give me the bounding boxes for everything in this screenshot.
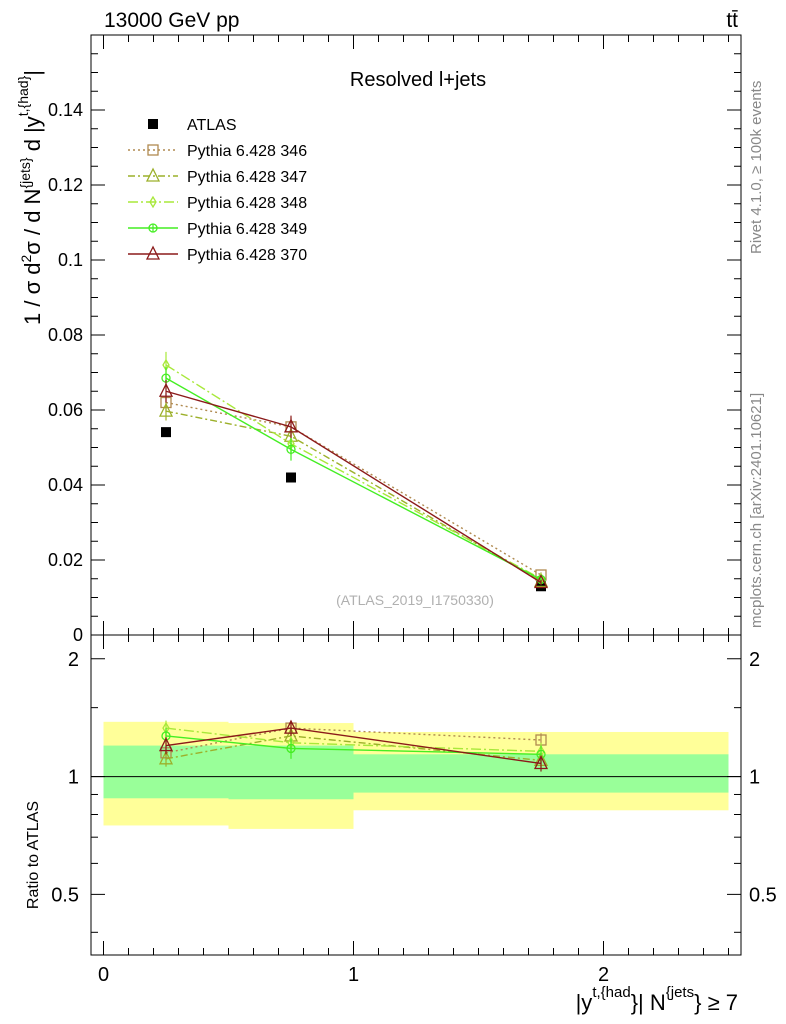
y-tick-label: 0.06 xyxy=(48,400,83,420)
ratio-y-tick-label: 0.5 xyxy=(51,884,79,906)
x-tick-label: 0 xyxy=(98,964,109,986)
ratio-series-p370 xyxy=(158,719,549,772)
ratio-plot-axes: 0.5 0.5 1 1 2 2 0 1 2 xyxy=(51,635,777,986)
legend-label: Pythia 6.428 348 xyxy=(187,195,307,212)
legend-item-p349: Pythia 6.428 349 xyxy=(128,221,307,238)
ratio-point-p370 xyxy=(533,755,549,770)
legend-item-atlas: ATLAS xyxy=(148,117,237,134)
svg-text:|yt,{had}| N{jets} ≥ 7: |yt,{had}| N{jets} ≥ 7 xyxy=(576,984,738,1015)
ratio-line-p348 xyxy=(165,727,542,753)
main-point-atlas xyxy=(286,472,296,483)
ratio-y-tick-label-right: 0.5 xyxy=(749,884,777,906)
legend-label: Pythia 6.428 370 xyxy=(187,247,307,264)
ratio-plot-frame xyxy=(90,634,742,956)
x-tick-label: 2 xyxy=(598,964,609,986)
header-energy-label: 13000 GeV pp xyxy=(104,9,239,32)
main-line-p346 xyxy=(165,401,542,576)
main-line-p347 xyxy=(165,410,542,582)
legend-item-p346: Pythia 6.428 346 xyxy=(128,143,307,160)
main-point-p370 xyxy=(158,382,174,397)
ratio-plot-y-axis-label: Ratio to ATLAS xyxy=(25,801,42,909)
y-tick-label: 0.08 xyxy=(48,325,83,345)
legend-label: Pythia 6.428 346 xyxy=(187,143,307,160)
main-point-p349 xyxy=(286,444,296,455)
ratio-y-tick-label-right: 2 xyxy=(749,649,760,671)
legend-marker xyxy=(149,195,157,209)
y-tick-label: 0.14 xyxy=(48,100,83,120)
main-point-p370 xyxy=(533,574,549,589)
main-series-p370 xyxy=(158,380,549,589)
x-axis-label: |yt,{had}| N{jets} ≥ 7 xyxy=(576,984,738,1015)
main-plot-title: Resolved l+jets xyxy=(350,69,486,91)
legend-marker xyxy=(145,245,161,260)
svg-text:1 / σ d2σ / d N{jets} d |yt,{h: 1 / σ d2σ / d N{jets} d |yt,{had}| xyxy=(15,70,45,325)
legend: ATLAS Pythia 6.428 346 Pythia 6.428 347 Pyt… xyxy=(128,117,307,264)
ratio-y-tick-label-right: 1 xyxy=(749,767,760,789)
y-tick-label: 0.1 xyxy=(58,250,83,270)
legend-marker xyxy=(147,144,159,156)
y-tick-label: 0.04 xyxy=(48,475,83,495)
main-point-p347 xyxy=(158,402,174,417)
ratio-point-p370 xyxy=(283,719,299,734)
ratio-y-tick-label: 2 xyxy=(68,649,79,671)
y-tick-label: 0 xyxy=(73,625,83,645)
header-process-label: tt̄ xyxy=(726,9,738,32)
mcplots-label: mcplots.cern.ch [arXiv:2401.10621] xyxy=(748,393,765,628)
main-series-atlas xyxy=(161,427,546,592)
ratio-point-p347 xyxy=(158,750,174,765)
legend-label: ATLAS xyxy=(187,117,237,134)
legend-item-p347: Pythia 6.428 347 xyxy=(128,167,307,186)
ratio-y-tick-label: 1 xyxy=(68,767,79,789)
main-point-p370 xyxy=(283,418,299,433)
ratio-point-p370 xyxy=(158,737,174,752)
legend-label: Pythia 6.428 349 xyxy=(187,221,307,238)
main-line-p370 xyxy=(165,390,542,584)
y-tick-label: 0.02 xyxy=(48,550,83,570)
main-plot-series xyxy=(158,351,549,592)
legend-label: Pythia 6.428 347 xyxy=(187,169,307,186)
ratio-point-p349 xyxy=(286,743,296,754)
main-plot-watermark: (ATLAS_2019_I1750330) xyxy=(336,592,494,608)
main-point-atlas xyxy=(161,427,171,438)
rivet-version-label: Rivet 4.1.0, ≥ 100k events xyxy=(748,81,765,254)
y-tick-label: 0.12 xyxy=(48,175,83,195)
legend-item-p370: Pythia 6.428 370 xyxy=(128,245,307,264)
legend-marker xyxy=(148,223,158,233)
x-tick-label: 1 xyxy=(348,964,359,986)
main-series-p347 xyxy=(158,401,549,588)
legend-marker xyxy=(145,167,161,182)
main-plot-y-axis: 0 0.02 0.04 0.06 0.08 0.1 0.12 0.14 xyxy=(48,35,741,645)
main-plot-y-axis-label: 1 / σ d2σ / d N{jets} d |yt,{had}| xyxy=(15,70,45,325)
legend-item-p348: Pythia 6.428 348 xyxy=(128,195,307,212)
ratio-plot-series xyxy=(158,719,549,772)
legend-marker xyxy=(148,119,158,129)
